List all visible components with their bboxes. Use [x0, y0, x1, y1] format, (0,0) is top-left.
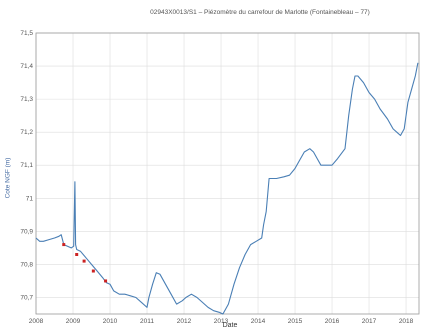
y-tick-label: 70,7	[20, 294, 33, 301]
data-point	[91, 269, 95, 273]
y-tick-label: 70,9	[20, 228, 33, 235]
x-tick-label: 2015	[288, 318, 303, 325]
x-tick-label: 2013	[214, 318, 229, 325]
y-tick-label: 71,3	[20, 96, 33, 103]
y-tick-label: 71	[26, 195, 34, 202]
plot-frame	[35, 32, 420, 315]
x-tick-label: 2014	[251, 318, 266, 325]
x-axis-title: Date	[222, 322, 238, 329]
axis-ticks: 70,7 70,8 70,9 71 71,1 71,2 71,3 71,4 71,5 2008 20…	[20, 30, 413, 325]
x-tick-label: 2008	[29, 318, 44, 325]
y-tick-label: 71,1	[20, 162, 33, 169]
chart-title: 02943X0013/S1 – Piézomètre du carrefour …	[150, 9, 370, 16]
data-point	[82, 259, 86, 263]
x-tick-label: 2009	[66, 318, 81, 325]
x-tick-label: 2012	[177, 318, 192, 325]
x-tick-label: 2017	[362, 318, 377, 325]
series-line	[35, 62, 419, 315]
x-tick-label: 2018	[399, 318, 414, 325]
x-tick-label: 2011	[140, 318, 154, 325]
y-tick-label: 71,5	[20, 30, 33, 37]
y-tick-label: 71,2	[20, 129, 33, 136]
y-tick-label: 71,4	[20, 63, 33, 70]
series-layer	[35, 62, 419, 315]
x-tick-label: 2016	[325, 318, 340, 325]
x-tick-label: 2010	[103, 318, 118, 325]
y-tick-label: 70,8	[20, 261, 33, 268]
data-point	[75, 252, 79, 256]
data-point	[62, 243, 66, 247]
data-point	[104, 279, 108, 283]
